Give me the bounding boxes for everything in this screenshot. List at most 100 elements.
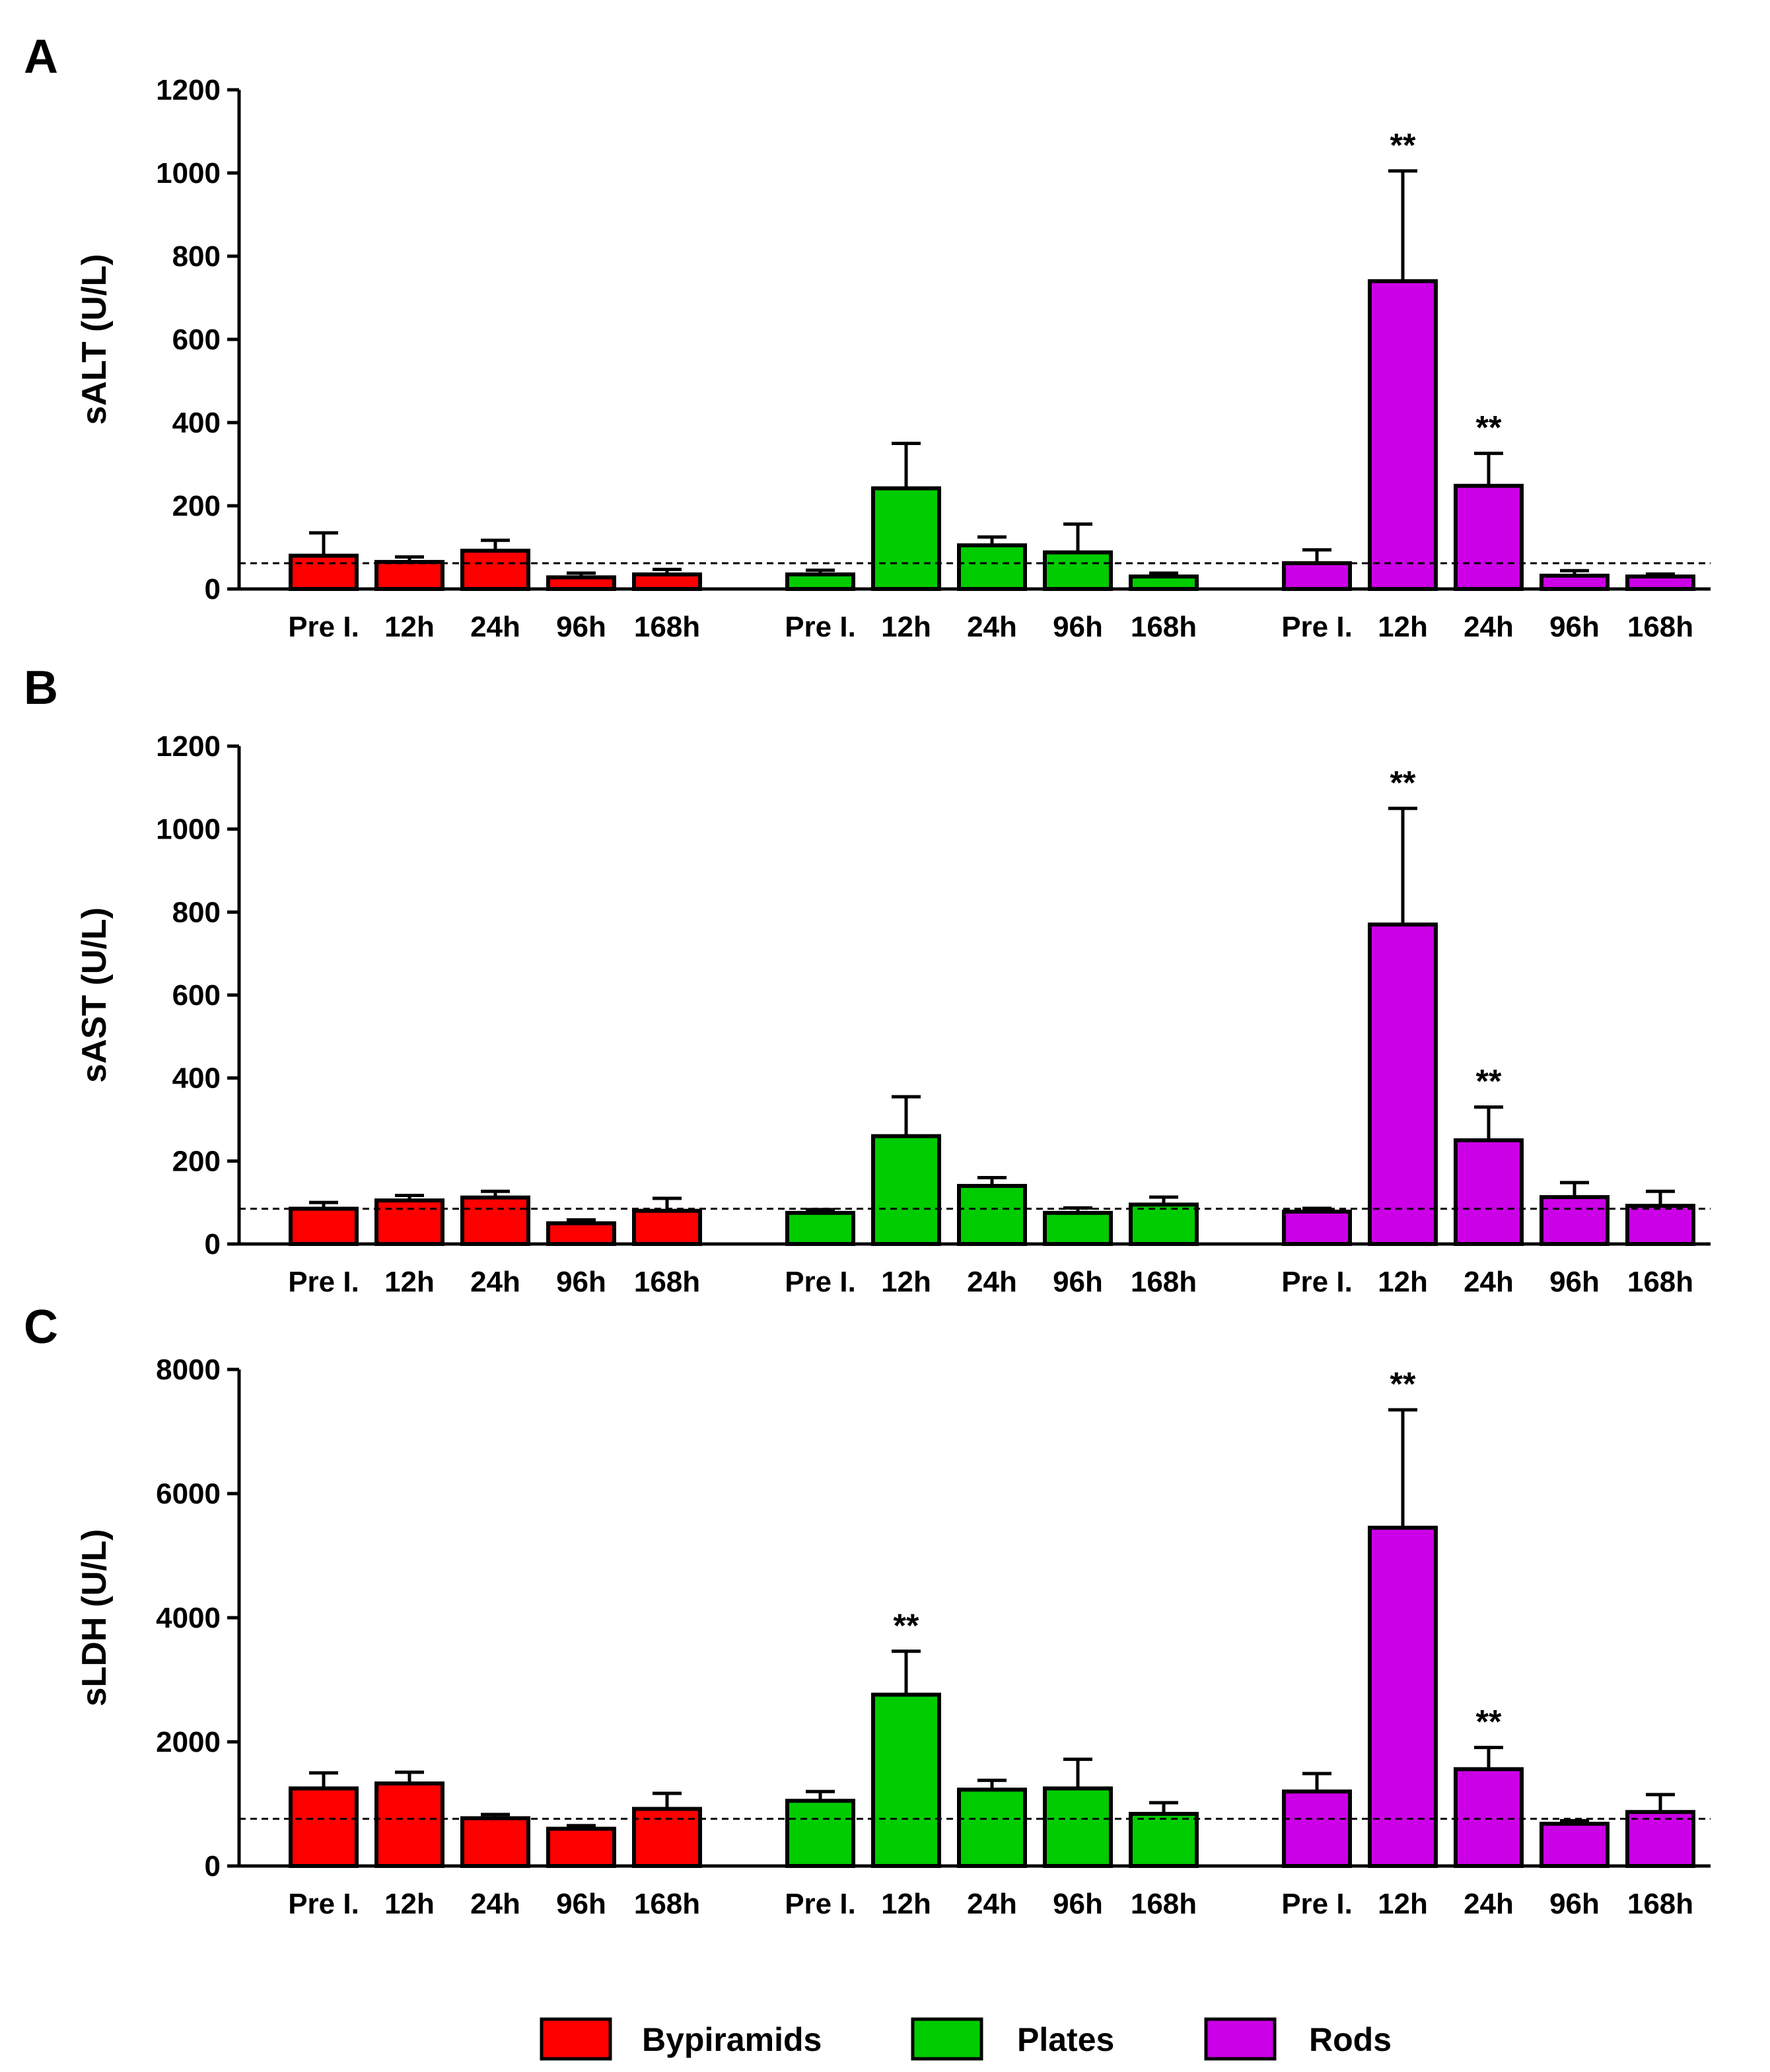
x-tick-label: 168h xyxy=(1627,1888,1693,1920)
bar-bypiramids-168h xyxy=(632,1807,702,1869)
x-tick-label: Pre I. xyxy=(785,1266,856,1298)
y-tick-label: 200 xyxy=(172,1145,221,1177)
bar-rods-168h xyxy=(1625,574,1695,591)
y-tick-label: 0 xyxy=(205,573,221,605)
bar-bypiramids-96h xyxy=(546,1826,616,1869)
x-tick-label: Pre I. xyxy=(1281,611,1353,643)
bar-plates-12h xyxy=(871,1692,941,1869)
x-tick-label: Pre I. xyxy=(785,611,856,643)
y-tick-label: 400 xyxy=(172,1062,221,1095)
x-tick-label: 96h xyxy=(1549,611,1600,643)
significance-marker: ** xyxy=(1476,1703,1502,1740)
significance-marker: ** xyxy=(1476,1063,1502,1100)
x-tick-label: 168h xyxy=(634,1888,700,1920)
x-tick-label: 168h xyxy=(1627,1266,1693,1298)
bar-rods-24h xyxy=(1454,1138,1524,1246)
x-tick-label: 96h xyxy=(1549,1888,1600,1920)
bar-bypiramids-pre-i xyxy=(289,1786,359,1868)
y-tick-label: 1200 xyxy=(156,74,221,106)
x-tick-label: Pre I. xyxy=(1281,1266,1353,1298)
x-tick-label: 24h xyxy=(470,611,520,643)
x-tick-label: Pre I. xyxy=(288,611,359,643)
x-tick-label: 24h xyxy=(967,1266,1017,1298)
bar-plates-96h xyxy=(1043,550,1113,591)
bar-bypiramids-pre-i xyxy=(289,1206,359,1247)
bar-bypiramids-pre-i xyxy=(289,553,359,591)
significance-marker: ** xyxy=(894,1607,919,1644)
bar-rods-12h xyxy=(1368,1525,1438,1868)
bar-bypiramids-24h xyxy=(460,1195,530,1247)
x-tick-label: 96h xyxy=(1053,1888,1103,1920)
x-tick-label: 168h xyxy=(634,1266,700,1298)
bar-bypiramids-168h xyxy=(632,572,702,592)
x-tick-label: Pre I. xyxy=(785,1888,856,1920)
x-tick-label: 24h xyxy=(1464,1888,1514,1920)
y-tick-label: 1000 xyxy=(156,813,221,846)
significance-marker: ** xyxy=(1476,409,1502,446)
y-tick-label: 6000 xyxy=(156,1478,221,1510)
bar-plates-96h xyxy=(1043,1210,1113,1246)
bar-bypiramids-12h xyxy=(374,1781,444,1868)
y-tick-label: 0 xyxy=(205,1850,221,1882)
bar-bypiramids-96h xyxy=(546,575,616,591)
bar-rods-12h xyxy=(1368,279,1438,591)
bar-plates-168h xyxy=(1129,1812,1199,1869)
y-tick-label: 0 xyxy=(205,1228,221,1260)
bar-rods-96h xyxy=(1540,1822,1610,1869)
x-tick-label: Pre I. xyxy=(288,1266,359,1298)
y-axis-label: sAST (U/L) xyxy=(75,907,114,1083)
bar-plates-24h xyxy=(957,543,1027,591)
x-tick-label: Pre I. xyxy=(1281,1888,1353,1920)
x-tick-label: 96h xyxy=(556,1888,606,1920)
bar-plates-pre-i xyxy=(785,1799,855,1869)
legend: Bypiramids Plates Rods xyxy=(540,2017,1392,2061)
x-tick-label: 168h xyxy=(1131,1266,1197,1298)
bar-bypiramids-168h xyxy=(632,1208,702,1246)
bar-plates-12h xyxy=(871,486,941,591)
bar-plates-12h xyxy=(871,1134,941,1246)
bar-bypiramids-24h xyxy=(460,549,530,591)
x-tick-label: 96h xyxy=(556,1266,606,1298)
legend-label-plates: Plates xyxy=(1017,2021,1114,2058)
x-tick-label: 12h xyxy=(881,1266,931,1298)
x-tick-label: 168h xyxy=(1627,611,1693,643)
x-tick-label: 24h xyxy=(967,1888,1017,1920)
y-tick-label: 800 xyxy=(172,240,221,273)
significance-marker: ** xyxy=(1390,764,1416,801)
x-tick-label: 96h xyxy=(556,611,606,643)
x-tick-label: 96h xyxy=(1053,611,1103,643)
x-tick-label: 12h xyxy=(881,1888,931,1920)
bar-rods-pre-i xyxy=(1282,1209,1352,1246)
bar-plates-pre-i xyxy=(785,1210,855,1246)
y-axis-label: sALT (U/L) xyxy=(75,254,114,425)
x-tick-label: 168h xyxy=(1131,1888,1197,1920)
bar-plates-168h xyxy=(1129,574,1199,591)
bar-plates-168h xyxy=(1129,1202,1199,1247)
bar-bypiramids-12h xyxy=(374,560,444,591)
y-tick-label: 8000 xyxy=(156,1354,221,1386)
x-tick-label: 12h xyxy=(384,1888,435,1920)
legend-label-rods: Rods xyxy=(1309,2021,1392,2058)
bar-rods-pre-i xyxy=(1282,561,1352,592)
bar-rods-168h xyxy=(1625,1810,1695,1868)
y-tick-label: 600 xyxy=(172,979,221,1012)
bar-bypiramids-24h xyxy=(460,1816,530,1869)
x-tick-label: 24h xyxy=(967,611,1017,643)
panel-letter: B xyxy=(24,662,58,714)
x-tick-label: 24h xyxy=(470,1888,520,1920)
bar-rods-168h xyxy=(1625,1204,1695,1247)
bar-rods-96h xyxy=(1540,1194,1610,1246)
bar-rods-96h xyxy=(1540,573,1610,592)
x-tick-label: 12h xyxy=(384,611,435,643)
significance-marker: ** xyxy=(1390,1365,1416,1402)
x-tick-label: 12h xyxy=(1378,611,1428,643)
bar-bypiramids-12h xyxy=(374,1198,444,1247)
bar-plates-96h xyxy=(1043,1786,1113,1868)
y-tick-label: 600 xyxy=(172,324,221,356)
x-tick-label: Pre I. xyxy=(288,1888,359,1920)
legend-swatch-bypiramids xyxy=(540,2017,612,2061)
y-tick-label: 800 xyxy=(172,896,221,928)
